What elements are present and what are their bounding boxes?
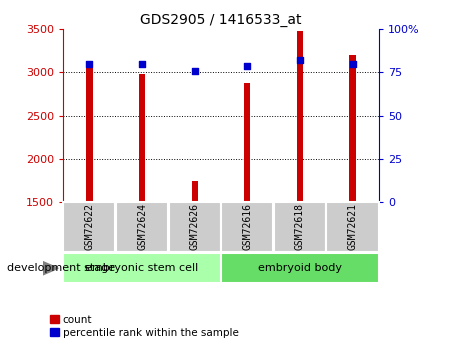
Point: [244, 63, 251, 68]
Bar: [244, 83, 250, 202]
Bar: [64, 202, 115, 252]
Text: GSM72626: GSM72626: [190, 203, 200, 250]
Bar: [64, 254, 221, 283]
Point: [349, 61, 356, 67]
Bar: [221, 202, 273, 252]
Text: embryonic stem cell: embryonic stem cell: [85, 263, 199, 273]
Bar: [221, 254, 378, 283]
Polygon shape: [43, 262, 58, 275]
Point: [138, 61, 146, 67]
Bar: [274, 202, 326, 252]
Bar: [327, 202, 378, 252]
Bar: [86, 67, 92, 202]
Bar: [350, 55, 356, 202]
Bar: [192, 181, 198, 202]
Text: GSM72618: GSM72618: [295, 203, 305, 250]
Text: GSM72616: GSM72616: [242, 203, 252, 250]
Legend: count, percentile rank within the sample: count, percentile rank within the sample: [51, 315, 239, 338]
Bar: [169, 202, 221, 252]
Point: [86, 61, 93, 67]
Text: GSM72621: GSM72621: [348, 203, 358, 250]
Bar: [116, 202, 168, 252]
Bar: [139, 74, 145, 202]
Bar: [297, 31, 303, 202]
Text: embryoid body: embryoid body: [258, 263, 342, 273]
Point: [296, 58, 304, 63]
Text: GSM72624: GSM72624: [137, 203, 147, 250]
Text: GSM72622: GSM72622: [84, 203, 94, 250]
Title: GDS2905 / 1416533_at: GDS2905 / 1416533_at: [140, 13, 302, 27]
Text: development stage: development stage: [7, 264, 115, 273]
Point: [191, 68, 198, 73]
